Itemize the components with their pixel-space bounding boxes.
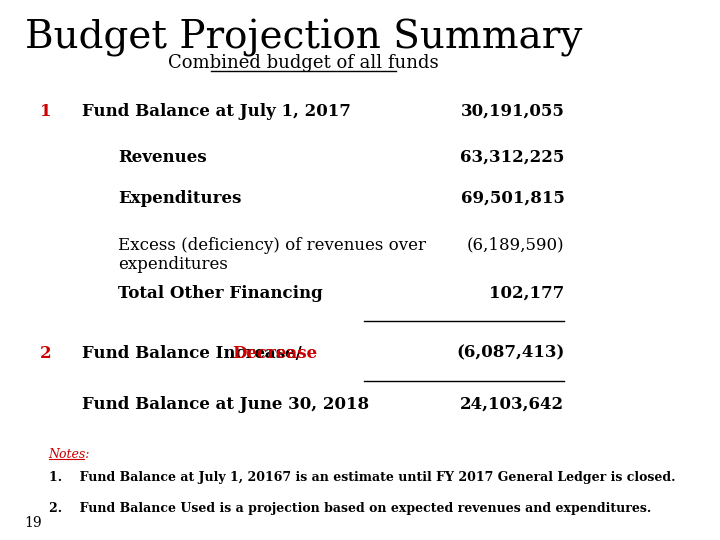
Text: Total Other Financing: Total Other Financing bbox=[118, 285, 323, 301]
Text: (6,189,590): (6,189,590) bbox=[467, 237, 564, 253]
Text: Fund Balance at July 1, 2017: Fund Balance at July 1, 2017 bbox=[82, 103, 351, 119]
Text: 69,501,815: 69,501,815 bbox=[461, 190, 564, 207]
Text: Combined budget of all funds: Combined budget of all funds bbox=[168, 54, 438, 72]
Text: 63,312,225: 63,312,225 bbox=[460, 148, 564, 165]
Text: 102,177: 102,177 bbox=[489, 285, 564, 301]
Text: 19: 19 bbox=[24, 516, 42, 530]
Text: Revenues: Revenues bbox=[118, 148, 207, 165]
Text: Budget Projection Summary: Budget Projection Summary bbox=[24, 19, 582, 57]
Text: Fund Balance Increase/: Fund Balance Increase/ bbox=[82, 345, 302, 361]
Text: Excess (deficiency) of revenues over
expenditures: Excess (deficiency) of revenues over exp… bbox=[118, 237, 426, 273]
Text: Notes:: Notes: bbox=[48, 448, 90, 461]
Text: Expenditures: Expenditures bbox=[118, 190, 242, 207]
Text: 1.    Fund Balance at July 1, 20167 is an estimate until FY 2017 General Ledger : 1. Fund Balance at July 1, 20167 is an e… bbox=[48, 471, 675, 484]
Text: (6,087,413): (6,087,413) bbox=[456, 345, 564, 361]
Text: 2: 2 bbox=[40, 345, 52, 361]
Text: 24,103,642: 24,103,642 bbox=[460, 396, 564, 413]
Text: 30,191,055: 30,191,055 bbox=[461, 103, 564, 119]
Text: 2.    Fund Balance Used is a projection based on expected revenues and expenditu: 2. Fund Balance Used is a projection bas… bbox=[48, 502, 651, 515]
Text: Fund Balance at June 30, 2018: Fund Balance at June 30, 2018 bbox=[82, 396, 369, 413]
Text: 1: 1 bbox=[40, 103, 52, 119]
Text: Decrease: Decrease bbox=[233, 345, 318, 361]
